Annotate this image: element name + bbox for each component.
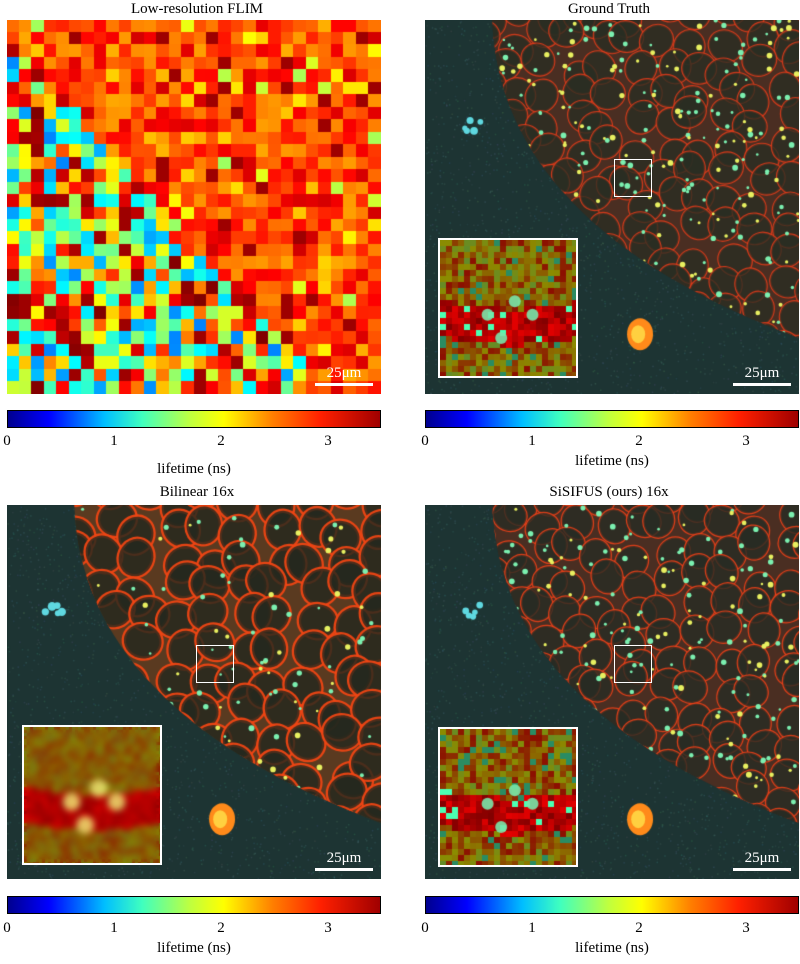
lowres-flim-canvas (7, 20, 381, 394)
lifetime-colorbar (7, 410, 381, 428)
zoom-inset (22, 725, 162, 865)
roi-box (614, 645, 652, 683)
zoom-inset (438, 727, 578, 867)
colorbar-label: lifetime (ns) (575, 940, 649, 956)
panel-title-ground-truth: Ground Truth (567, 1, 651, 17)
colorbar-tick: 0 (3, 920, 11, 936)
zoom-inset-canvas (440, 240, 576, 376)
panel-title-lowres: Low-resolution FLIM (130, 1, 264, 17)
zoom-inset (438, 238, 578, 378)
colorbar-tick: 0 (421, 433, 429, 449)
sisifus-image: 25μm (425, 505, 799, 879)
colorbar-tick: 3 (324, 433, 332, 449)
scale-bar-line (733, 868, 791, 871)
colorbar-tick: 2 (635, 920, 643, 936)
colorbar-label: lifetime (ns) (575, 453, 649, 469)
colorbar-tick: 0 (3, 433, 11, 449)
colorbar-tick: 1 (528, 433, 536, 449)
colorbar-tick: 2 (217, 433, 225, 449)
zoom-inset-canvas (24, 727, 160, 863)
colorbar-tick: 3 (324, 920, 332, 936)
colorbar-tick: 2 (635, 433, 643, 449)
colorbar-tick: 3 (742, 433, 750, 449)
colorbar-tick: 0 (421, 920, 429, 936)
panel-title-sisifus: SiSIFUS (ours) 16x (549, 484, 669, 500)
scale-bar-line (315, 383, 373, 386)
ground-truth-image: 25μm (425, 20, 799, 394)
scale-bar-line (733, 383, 791, 386)
scale-bar-label: 25μm (326, 850, 362, 866)
scale-bar: 25μm (315, 850, 373, 871)
scale-bar: 25μm (733, 365, 791, 386)
colorbar-label: lifetime (ns) (157, 461, 231, 477)
colorbar-tick: 1 (110, 920, 118, 936)
colorbar-tick: 1 (110, 433, 118, 449)
colorbar-tick: 2 (217, 920, 225, 936)
scale-bar-label: 25μm (744, 850, 780, 866)
bilinear-image: 25μm (7, 505, 381, 879)
scale-bar-label: 25μm (326, 365, 362, 381)
colorbar-tick: 3 (742, 920, 750, 936)
zoom-inset-canvas (440, 729, 576, 865)
lowres-flim-image: 25μm (7, 20, 381, 394)
lifetime-colorbar (7, 896, 381, 914)
panel-title-bilinear: Bilinear 16x (159, 484, 235, 500)
roi-box (614, 159, 652, 197)
lifetime-colorbar (425, 896, 799, 914)
colorbar-tick: 1 (528, 920, 536, 936)
colorbar-label: lifetime (ns) (157, 940, 231, 956)
scale-bar: 25μm (315, 365, 373, 386)
roi-box (196, 645, 234, 683)
scale-bar-label: 25μm (744, 365, 780, 381)
lifetime-colorbar (425, 410, 799, 428)
scale-bar-line (315, 868, 373, 871)
scale-bar: 25μm (733, 850, 791, 871)
